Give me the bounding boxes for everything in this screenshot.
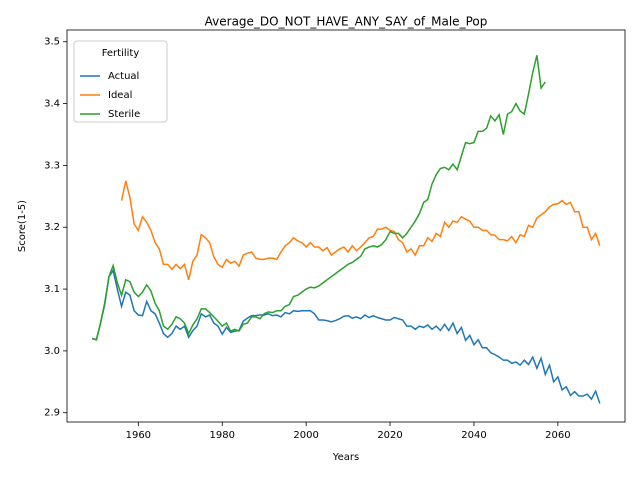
legend-label: Actual	[108, 71, 139, 82]
legend-box	[73, 40, 168, 123]
legend-title: Fertility	[102, 48, 140, 59]
y-tick-label: 3.0	[44, 346, 60, 357]
series-line	[91, 55, 546, 341]
y-tick-label: 2.9	[44, 408, 60, 419]
y-tick-label: 3.3	[44, 160, 60, 171]
plot-frame	[66, 29, 626, 423]
chart-title: Average_DO_NOT_HAVE_ANY_SAY_of_Male_Pop	[205, 15, 488, 29]
x-axis-label: Years	[332, 452, 359, 463]
series-line	[91, 268, 601, 404]
x-tick-label: 1960	[126, 430, 151, 441]
legend-label: Ideal	[108, 90, 132, 101]
y-tick-label: 3.5	[44, 37, 60, 48]
x-tick-label: 2000	[293, 430, 318, 441]
x-tick-label: 1980	[210, 430, 235, 441]
y-tick-label: 3.4	[44, 99, 60, 110]
x-tick-label: 2060	[545, 430, 570, 441]
y-tick-label: 3.2	[44, 222, 60, 233]
x-tick-label: 2040	[461, 430, 486, 441]
y-axis-label: Score(1-5)	[17, 200, 28, 252]
x-tick-label: 2020	[377, 430, 402, 441]
y-tick-label: 3.1	[44, 284, 60, 295]
series-line	[120, 180, 601, 280]
legend-label: Sterile	[108, 109, 140, 120]
